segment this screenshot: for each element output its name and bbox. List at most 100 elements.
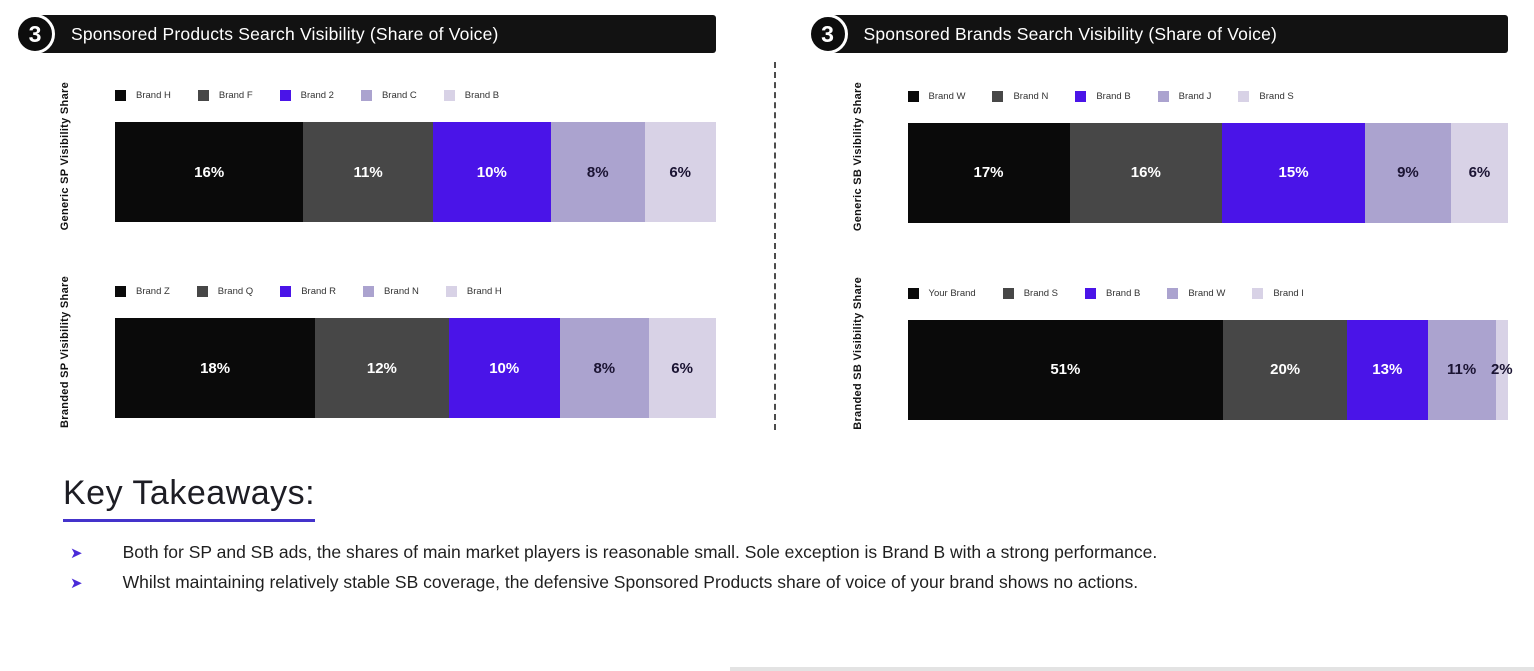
legend-item: Brand W bbox=[907, 90, 966, 102]
legend-label: Brand H bbox=[466, 286, 502, 298]
bar-segment-value: 6% bbox=[1468, 164, 1491, 182]
legend-item: Brand 2 bbox=[279, 90, 334, 102]
y-axis-column: Generic SP Visibility Share bbox=[15, 82, 115, 230]
legend-label: Brand Q bbox=[217, 286, 254, 298]
legend-swatch bbox=[115, 286, 126, 298]
step-badge: 3 bbox=[807, 14, 848, 54]
legend-item: Brand H bbox=[115, 90, 171, 102]
chart-body: Brand H Brand F Brand 2 Brand C Brand B 16% 1… bbox=[115, 90, 716, 223]
takeaway-bullet: ➤ Both for SP and SB ads, the shares of … bbox=[63, 538, 1534, 568]
legend-label: Brand N bbox=[384, 286, 419, 298]
chart-legend: Brand W Brand N Brand B Brand J Brand S bbox=[907, 90, 1509, 102]
vertical-dashed-divider bbox=[773, 62, 776, 430]
chart-legend: Your Brand Brand S Brand B Brand W Brand I bbox=[907, 287, 1509, 299]
legend-label: Brand B bbox=[464, 90, 500, 102]
legend-swatch bbox=[1252, 287, 1264, 299]
bar-segment: 17% bbox=[907, 122, 1070, 223]
legend-swatch bbox=[1157, 90, 1169, 102]
legend-label: Brand S bbox=[1023, 287, 1059, 299]
chart-legend: Brand Z Brand Q Brand R Brand N Brand H bbox=[115, 286, 716, 298]
legend-label: Brand B bbox=[1096, 90, 1131, 102]
legend-swatch bbox=[1002, 287, 1014, 299]
legend-label: Brand J bbox=[1178, 90, 1212, 102]
chart-branded-sb: Branded SB Visibility Share Your Brand Br… bbox=[808, 277, 1513, 430]
y-axis-column: Branded SP Visibility Share bbox=[15, 276, 115, 428]
takeaway-text: Both for SP and SB ads, the shares of ma… bbox=[122, 542, 1158, 562]
bar-segment: 8% bbox=[559, 318, 649, 419]
bar-segment: 51% bbox=[907, 319, 1224, 420]
bar-segment-value: 10% bbox=[476, 163, 507, 181]
bar-segment: 18% bbox=[115, 318, 316, 419]
legend-label: Brand C bbox=[381, 90, 417, 102]
step-badge-number: 3 bbox=[821, 20, 834, 47]
bar-segment: 20% bbox=[1223, 319, 1348, 420]
bar-segment-value: 11% bbox=[353, 163, 383, 181]
legend-swatch bbox=[992, 90, 1004, 102]
stacked-bar: 17% 16% 15% 9% 6% bbox=[907, 122, 1508, 223]
legend-item: Brand H bbox=[445, 286, 502, 298]
legend-label: Brand Z bbox=[136, 286, 170, 298]
legend-item: Brand N bbox=[992, 90, 1048, 102]
legend-item: Brand N bbox=[363, 286, 419, 298]
legend-label: Brand B bbox=[1106, 287, 1141, 299]
legend-label: Brand S bbox=[1259, 90, 1294, 102]
legend-item: Brand B bbox=[443, 90, 500, 102]
legend-swatch bbox=[1238, 90, 1250, 102]
legend-label: Brand F bbox=[218, 90, 253, 102]
legend-swatch bbox=[907, 90, 919, 102]
y-axis-label: Generic SB Visibility Share bbox=[851, 82, 864, 232]
legend-swatch bbox=[907, 287, 919, 299]
y-axis-label: Branded SB Visibility Share bbox=[851, 277, 864, 430]
legend-item: Brand B bbox=[1085, 287, 1141, 299]
legend-swatch bbox=[1085, 287, 1097, 299]
y-axis-column: Generic SB Visibility Share bbox=[808, 82, 908, 231]
legend-label: Brand W bbox=[928, 90, 966, 102]
legend-item: Brand S bbox=[1238, 90, 1294, 102]
bar-segment-value: 6% bbox=[671, 359, 693, 377]
chart-body: Brand W Brand N Brand B Brand J Brand S 17% 1… bbox=[907, 90, 1509, 223]
legend-item: Brand Q bbox=[196, 286, 254, 298]
legend-label: Brand W bbox=[1188, 287, 1226, 299]
legend-item: Brand S bbox=[1002, 287, 1059, 299]
bar-segment: 12% bbox=[315, 318, 449, 419]
legend-label: Brand R bbox=[301, 286, 337, 298]
charts-row: 3 Sponsored Products Search Visibility (… bbox=[15, 14, 1513, 430]
stacked-bar: 18% 12% 10% 8% 6% bbox=[115, 318, 716, 419]
arrow-bullet-icon: ➤ bbox=[70, 575, 83, 592]
legend-label: Brand H bbox=[136, 90, 171, 102]
bar-segment: 6% bbox=[648, 318, 716, 419]
legend-swatch bbox=[196, 286, 208, 298]
bar-segment-value: 13% bbox=[1372, 361, 1403, 379]
bar-segment: 11% bbox=[1427, 319, 1496, 420]
key-takeaways-section: Key Takeaways: ➤ Both for SP and SB ads,… bbox=[63, 474, 1534, 598]
bar-segment: 6% bbox=[1450, 122, 1508, 223]
bar-segment-value: 12% bbox=[366, 359, 397, 377]
chart-body: Brand Z Brand Q Brand R Brand N Brand H 18% 1… bbox=[115, 286, 716, 419]
legend-label: Brand 2 bbox=[300, 90, 334, 102]
bar-segment: 10% bbox=[448, 318, 560, 419]
panel-sponsored-brands: 3 Sponsored Brands Search Visibility (Sh… bbox=[807, 14, 1513, 430]
legend-item: Brand B bbox=[1075, 90, 1131, 102]
bar-segment-value: 18% bbox=[200, 359, 231, 377]
bar-segment-value: 16% bbox=[1130, 164, 1161, 182]
key-takeaways-heading: Key Takeaways: bbox=[63, 474, 316, 522]
legend-swatch bbox=[445, 286, 457, 298]
y-axis-label: Branded SP Visibility Share bbox=[59, 276, 71, 429]
legend-swatch bbox=[279, 90, 291, 102]
legend-item: Brand Z bbox=[115, 286, 170, 298]
bar-segment-value: 8% bbox=[593, 359, 616, 377]
bar-segment-value: 15% bbox=[1278, 164, 1309, 182]
bar-segment: 13% bbox=[1347, 319, 1428, 420]
legend-item: Brand J bbox=[1157, 90, 1212, 102]
legend-item: Brand R bbox=[280, 286, 337, 298]
bar-segment-value: 17% bbox=[973, 164, 1004, 182]
takeaway-bullet: ➤ Whilst maintaining relatively stable S… bbox=[63, 568, 1534, 598]
chart-branded-sp: Branded SP Visibility Share Brand Z Brand… bbox=[15, 276, 716, 428]
panel-header-sb: 3 Sponsored Brands Search Visibility (Sh… bbox=[807, 14, 1508, 54]
legend-label: Brand I bbox=[1273, 287, 1304, 299]
bar-segment: 16% bbox=[115, 122, 304, 223]
legend-swatch bbox=[443, 90, 455, 102]
legend-item: Brand C bbox=[360, 90, 417, 102]
bar-segment-value: 11% bbox=[1446, 361, 1477, 379]
